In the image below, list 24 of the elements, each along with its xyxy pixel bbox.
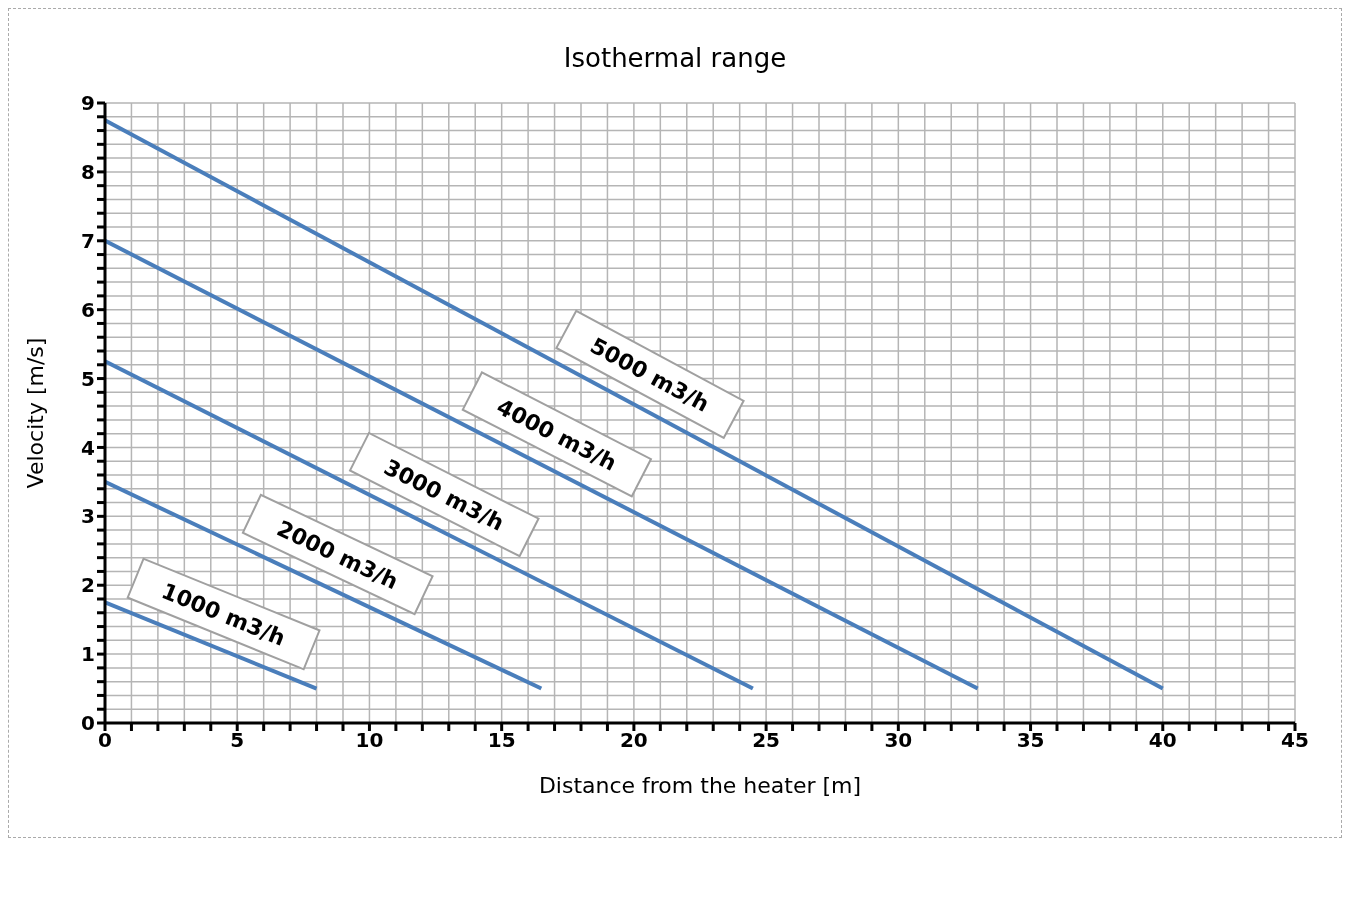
chart-title: Isothermal range	[562, 43, 788, 73]
x-tick-label: 25	[752, 728, 781, 753]
x-tick-label: 35	[1016, 728, 1045, 753]
x-tick-label: 15	[487, 728, 516, 753]
y-tick-label: 9	[81, 91, 95, 116]
y-tick-label: 0	[81, 711, 95, 736]
y-tick-label: 1	[81, 642, 95, 667]
y-tick-label: 2	[81, 573, 95, 598]
y-tick-label: 4	[81, 435, 95, 460]
x-tick-label: 30	[884, 728, 913, 753]
y-tick-label: 5	[81, 366, 95, 391]
y-tick-label: 8	[81, 159, 95, 184]
x-tick-label: 45	[1281, 728, 1309, 753]
x-tick-label: 0	[98, 728, 112, 753]
x-tick-label: 40	[1148, 728, 1177, 753]
y-axis-title: Velocity [m/s]	[22, 337, 48, 489]
x-tick-label: 10	[355, 728, 384, 753]
text: 1000 m3/h	[158, 578, 289, 651]
x-tick-label: 5	[230, 728, 245, 753]
x-axis-title: Distance from the heater [m]	[538, 773, 862, 798]
y-tick-label: 6	[81, 297, 95, 322]
y-tick-label: 7	[81, 228, 95, 253]
y-tick-label: 3	[81, 504, 95, 529]
x-tick-label: 20	[619, 728, 648, 753]
